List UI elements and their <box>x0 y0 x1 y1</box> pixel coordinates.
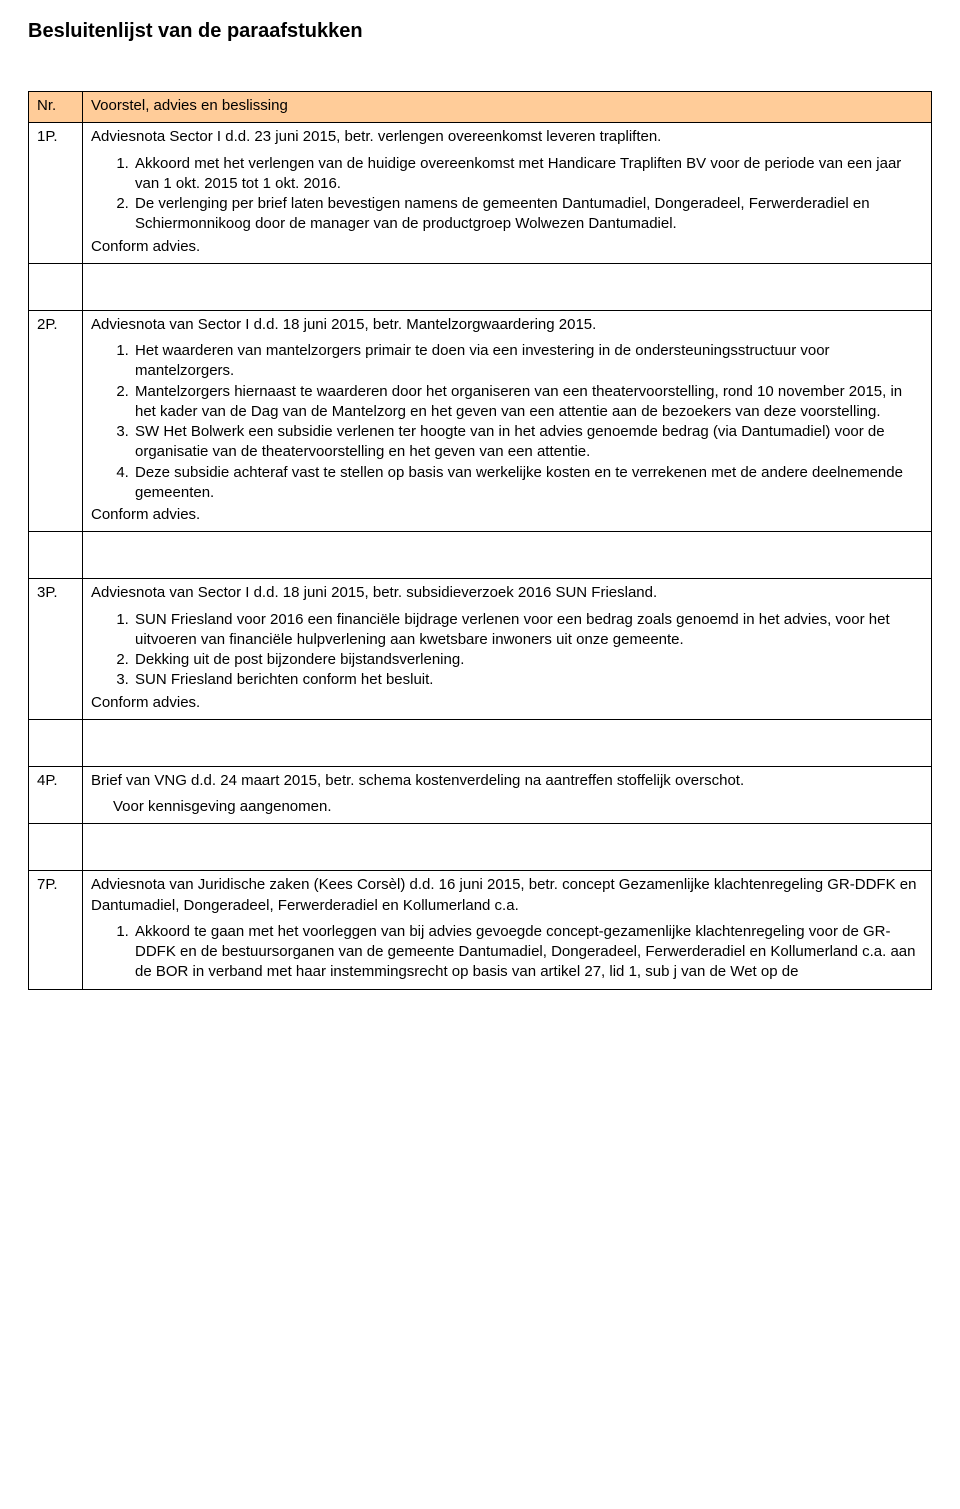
point-item: Akkoord te gaan met het voorleggen van b… <box>133 922 923 983</box>
point-item: Akkoord met het verlengen van de huidige… <box>133 154 923 195</box>
closing-text: Voor kennisgeving aangenomen. <box>113 797 923 817</box>
spacer <box>29 263 932 310</box>
col-header-voorstel: Voorstel, advies en beslissing <box>83 92 932 123</box>
row-title: Brief van VNG d.d. 24 maart 2015, betr. … <box>91 771 923 791</box>
points-list: SUN Friesland voor 2016 een financiële b… <box>91 610 923 691</box>
spacer <box>29 824 932 871</box>
point-item: SUN Friesland berichten conform het besl… <box>133 670 923 690</box>
points-list: Akkoord met het verlengen van de huidige… <box>91 154 923 235</box>
point-item: SUN Friesland voor 2016 een financiële b… <box>133 610 923 651</box>
row-title: Adviesnota Sector I d.d. 23 juni 2015, b… <box>91 127 923 147</box>
table-row: 7P. Adviesnota van Juridische zaken (Kee… <box>29 871 932 989</box>
point-item: SW Het Bolwerk een subsidie verlenen ter… <box>133 422 923 463</box>
point-item: Dekking uit de post bijzondere bijstands… <box>133 650 923 670</box>
row-title: Adviesnota van Sector I d.d. 18 juni 201… <box>91 315 923 335</box>
row-title: Adviesnota van Juridische zaken (Kees Co… <box>91 875 923 916</box>
closing-text: Conform advies. <box>91 505 923 525</box>
cell-nr: 3P. <box>29 579 83 720</box>
cell-nr: 4P. <box>29 766 83 824</box>
table-row: 3P. Adviesnota van Sector I d.d. 18 juni… <box>29 579 932 720</box>
points-list: Akkoord te gaan met het voorleggen van b… <box>91 922 923 983</box>
table-header-row: Nr. Voorstel, advies en beslissing <box>29 92 932 123</box>
cell-content: Adviesnota Sector I d.d. 23 juni 2015, b… <box>83 123 932 264</box>
points-list: Het waarderen van mantelzorgers primair … <box>91 341 923 503</box>
table-row: 4P. Brief van VNG d.d. 24 maart 2015, be… <box>29 766 932 824</box>
cell-nr: 1P. <box>29 123 83 264</box>
point-item: Mantelzorgers hiernaast te waarderen doo… <box>133 382 923 423</box>
spacer <box>29 719 932 766</box>
cell-nr: 2P. <box>29 310 83 532</box>
point-item: Deze subsidie achteraf vast te stellen o… <box>133 463 923 504</box>
col-header-nr: Nr. <box>29 92 83 123</box>
decisions-table: Nr. Voorstel, advies en beslissing 1P. A… <box>28 91 932 990</box>
cell-nr: 7P. <box>29 871 83 989</box>
spacer <box>29 532 932 579</box>
row-title: Adviesnota van Sector I d.d. 18 juni 201… <box>91 583 923 603</box>
cell-content: Brief van VNG d.d. 24 maart 2015, betr. … <box>83 766 932 824</box>
cell-content: Adviesnota van Sector I d.d. 18 juni 201… <box>83 310 932 532</box>
table-row: 2P. Adviesnota van Sector I d.d. 18 juni… <box>29 310 932 532</box>
cell-content: Adviesnota van Sector I d.d. 18 juni 201… <box>83 579 932 720</box>
page-title: Besluitenlijst van de paraafstukken <box>28 20 932 43</box>
closing-text: Conform advies. <box>91 693 923 713</box>
table-row: 1P. Adviesnota Sector I d.d. 23 juni 201… <box>29 123 932 264</box>
point-item: De verlenging per brief laten bevestigen… <box>133 194 923 235</box>
cell-content: Adviesnota van Juridische zaken (Kees Co… <box>83 871 932 989</box>
closing-text: Conform advies. <box>91 237 923 257</box>
point-item: Het waarderen van mantelzorgers primair … <box>133 341 923 382</box>
